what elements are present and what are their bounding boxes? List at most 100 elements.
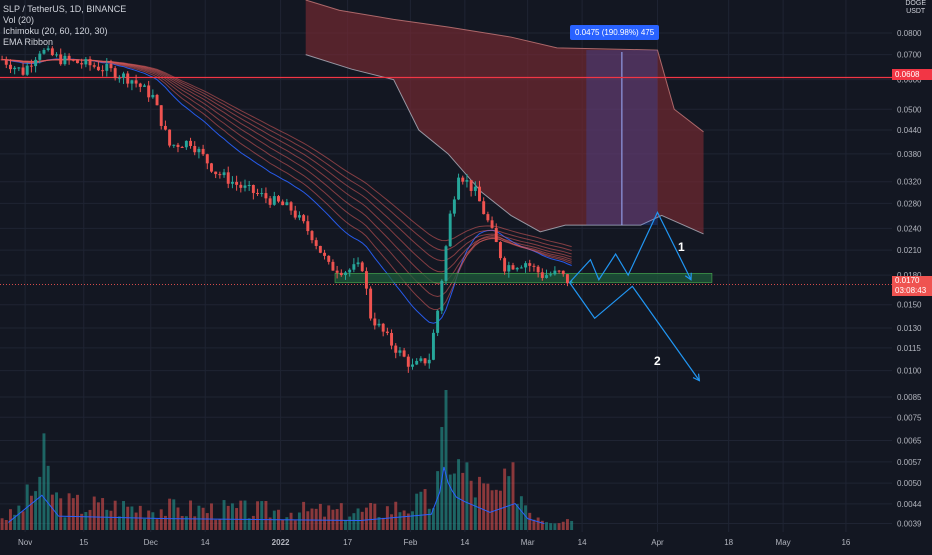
- volume-bar: [306, 511, 310, 530]
- volume-bar: [218, 518, 222, 530]
- legend-ichimoku[interactable]: Ichimoku (20, 60, 120, 30): [3, 26, 108, 36]
- volume-bar: [444, 390, 448, 530]
- candle-body: [34, 59, 38, 67]
- candle-body: [256, 192, 260, 194]
- volume-bar: [427, 508, 431, 530]
- volume-bar: [436, 471, 440, 530]
- candle-body: [427, 359, 431, 364]
- candle-body: [528, 263, 532, 266]
- horizontal-line[interactable]: [0, 76, 892, 285]
- candle-body: [444, 246, 448, 281]
- candle-body: [540, 272, 544, 278]
- candle-body: [101, 70, 105, 72]
- candle-body: [235, 181, 239, 185]
- volume-bar: [352, 513, 356, 530]
- candle-body: [189, 140, 193, 146]
- volume-bar: [478, 476, 481, 530]
- currency-label[interactable]: DOGE USDT: [905, 0, 926, 16]
- volume-bar: [532, 519, 536, 530]
- candle-body: [180, 146, 184, 148]
- volume-bar: [260, 501, 264, 530]
- candle-body: [457, 177, 461, 200]
- volume-bar: [29, 495, 33, 530]
- volume-bar: [281, 519, 285, 530]
- candle-body: [243, 185, 247, 188]
- volume-bar: [247, 518, 251, 530]
- legend-ema[interactable]: EMA Ribbon: [3, 37, 54, 47]
- candle-body: [473, 186, 477, 191]
- volume-bar: [34, 491, 38, 530]
- candle-body: [331, 261, 335, 271]
- hline-price-tag: 0.0608: [892, 69, 932, 80]
- volume-bar: [239, 500, 243, 530]
- volume-bar: [486, 483, 490, 530]
- volume-bar: [461, 472, 465, 530]
- volume-bar: [390, 514, 394, 530]
- ichimoku-cloud: [305, 0, 704, 235]
- time-tick-label: 18: [724, 538, 733, 547]
- volume-bar: [101, 498, 105, 530]
- candle-body: [17, 67, 21, 69]
- volume-bar: [214, 519, 218, 530]
- price-axis[interactable]: 0.0800 0.0700 0.0600 0.0500 0.0440 0.0380 0.03…: [897, 29, 922, 529]
- candle-body: [310, 231, 314, 241]
- candle-body: [511, 265, 515, 270]
- support-zone-rect: [334, 273, 713, 283]
- candle-body: [260, 193, 264, 195]
- volume-bar: [184, 516, 188, 530]
- volume-bar: [344, 520, 347, 530]
- candle-body: [113, 68, 117, 79]
- volume-bar: [46, 465, 50, 530]
- volume-bar: [302, 501, 306, 530]
- candle-body: [96, 66, 100, 71]
- candle-body: [71, 59, 75, 61]
- wave-label-2: 2: [654, 354, 661, 368]
- volume-bar: [117, 516, 121, 530]
- candle-body: [494, 227, 498, 243]
- candle-body: [482, 201, 486, 215]
- price-tick-label: 0.0280: [897, 199, 922, 208]
- candle-body: [46, 48, 50, 50]
- volume-bar: [243, 500, 247, 530]
- volume-bar: [21, 511, 25, 530]
- volume-bar: [402, 510, 406, 530]
- countdown: 03:08:43: [895, 286, 927, 295]
- volume-bar: [230, 503, 234, 530]
- legend-symbol[interactable]: SLP / TetherUS, 1D, BINANCE: [3, 4, 127, 14]
- volume-bar: [0, 518, 4, 530]
- legend-vol[interactable]: Vol (20): [3, 15, 35, 25]
- volume-bar: [557, 523, 561, 530]
- volume-bar: [310, 508, 314, 530]
- cloud-fill: [305, 0, 704, 234]
- candle-body: [268, 198, 272, 205]
- time-axis[interactable]: Nov 15 Dec 14 2022 17 Feb 14 Mar 14 Apr 18 May 16: [18, 538, 851, 547]
- candle-body: [373, 318, 377, 326]
- projection-path-2: [569, 282, 700, 381]
- volume-bar: [80, 513, 84, 530]
- volume-bar: [76, 494, 79, 530]
- volume-bar: [419, 491, 423, 530]
- time-tick-label: May: [776, 538, 791, 547]
- price-axis-bg[interactable]: [892, 0, 932, 532]
- volume-bar: [570, 520, 574, 530]
- volume-bar: [226, 505, 230, 530]
- price-tick-label: 0.0500: [897, 105, 922, 114]
- volume-bar: [339, 503, 343, 530]
- volume-bar: [565, 519, 569, 530]
- time-axis-bg[interactable]: [0, 532, 932, 550]
- volume-bar: [168, 498, 172, 530]
- time-tick-label: 2022: [272, 538, 290, 547]
- time-tick-label: Feb: [404, 538, 418, 547]
- volume-bar: [457, 459, 461, 530]
- candle-body: [561, 270, 565, 275]
- price-tick-label: 0.0050: [897, 479, 922, 488]
- candle-body: [222, 172, 226, 176]
- candle-body: [519, 267, 523, 269]
- candle-body: [469, 180, 473, 191]
- volume-bar: [406, 513, 410, 530]
- candle-body: [557, 270, 561, 272]
- candle-body: [151, 94, 155, 98]
- candle-body: [486, 214, 490, 221]
